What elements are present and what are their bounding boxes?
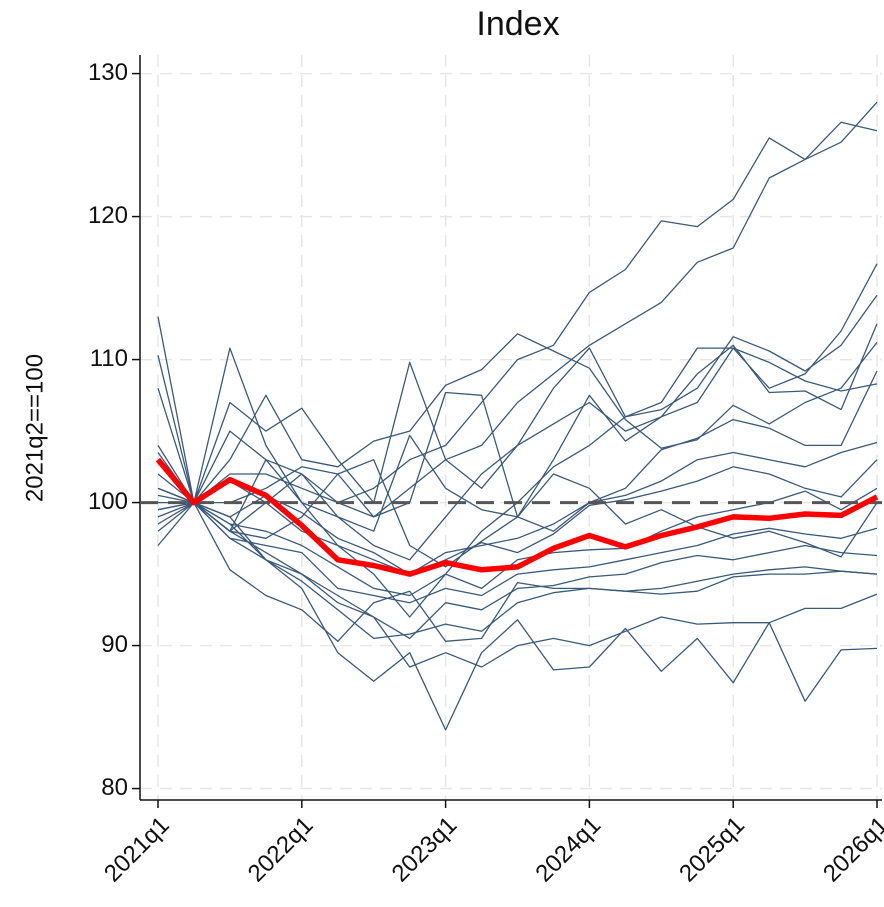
series-line <box>157 441 878 575</box>
x-tick-label: 2023q1 <box>387 812 463 888</box>
y-tick-label: 80 <box>101 774 128 801</box>
series-line <box>157 501 878 640</box>
x-tick-label: 2021q1 <box>99 812 175 888</box>
series-line <box>157 501 878 604</box>
series-line <box>158 501 878 731</box>
series-line <box>157 121 878 518</box>
series-line <box>157 501 878 640</box>
x-tick-label: 2022q1 <box>243 812 319 888</box>
series-line <box>157 501 878 642</box>
y-tick-label: 120 <box>88 202 128 229</box>
y-axis-label: 2021q2==100 <box>21 354 48 502</box>
y-tick-label: 100 <box>88 488 128 515</box>
series-line <box>157 323 878 504</box>
series-line <box>155 457 879 577</box>
series-line <box>157 487 878 597</box>
x-tick-label: 2024q1 <box>530 812 606 888</box>
series-line <box>157 487 878 668</box>
x-tick-label: 2025q1 <box>674 812 750 888</box>
series-line <box>157 459 878 568</box>
series-line <box>157 347 878 518</box>
y-tick-label: 90 <box>101 631 128 658</box>
series-line <box>157 459 878 575</box>
series-line <box>157 101 878 532</box>
y-tick-label: 110 <box>90 345 128 372</box>
y-tick-label: 130 <box>88 59 128 86</box>
x-tick-label: 2026q1 <box>818 812 884 888</box>
series-line <box>157 333 878 504</box>
chart-title: Index <box>476 5 559 43</box>
